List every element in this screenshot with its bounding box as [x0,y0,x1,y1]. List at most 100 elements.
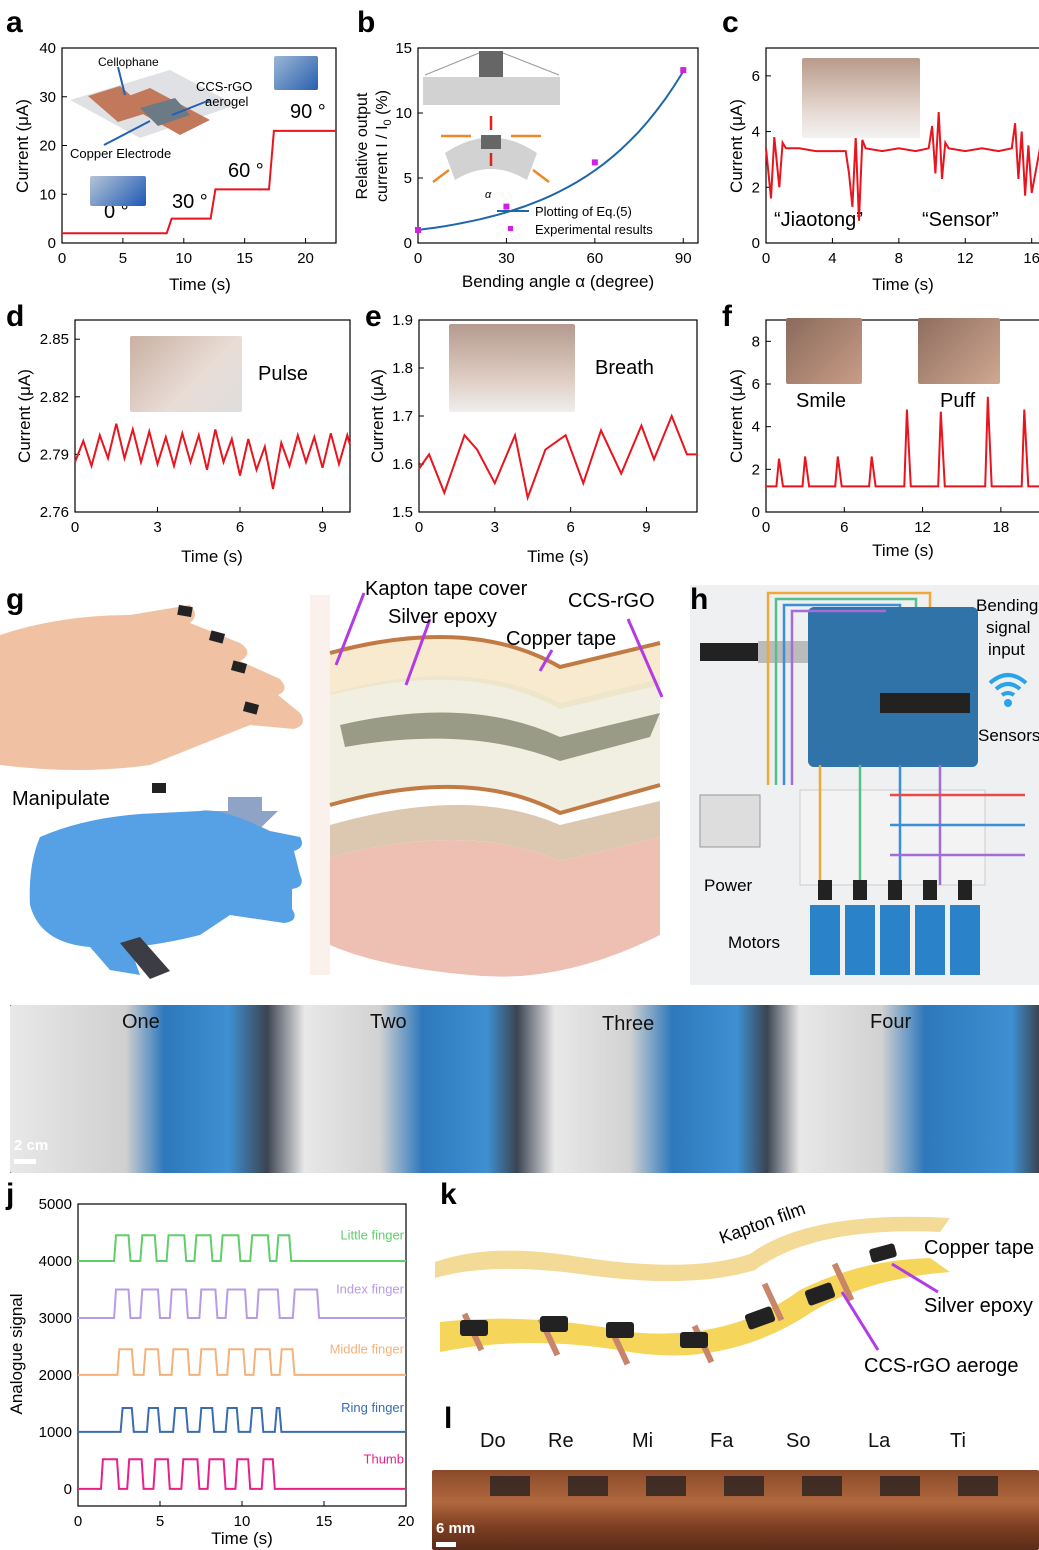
equation-curve [417,70,685,231]
x-axis-label: Time (s) [169,275,231,294]
inset-cellophane: Cellophane [98,55,159,69]
gesture-label-one: One [122,1011,160,1033]
panel-label-g: g [6,583,25,616]
y-tick-label: 1.8 [392,360,413,377]
finger-trace [78,1234,406,1262]
finger-trace [78,1458,406,1490]
panel-l: l Do Re Mi Fa So La Ti 6 mm [430,1402,1039,1550]
y-tick-label: 6 [752,68,760,85]
x-tick-label: 10 [175,250,192,267]
pulse-trace [74,423,351,490]
kapton-film-bottom [440,1258,950,1356]
y-tick-label: 2 [752,461,760,478]
y-tick-label: 6 [752,376,760,393]
panel-label-d: d [6,300,25,333]
finger-label: Thumb [364,1451,404,1466]
x-tick-label: 15 [316,1513,333,1530]
breadboard [799,789,986,886]
aerogel-block [606,1322,634,1338]
note-mi: Mi [632,1430,654,1452]
label-ccs-aerogel: CCS-rGO aeroge [864,1355,1019,1377]
power-supply [699,794,761,848]
y-tick-label: 4 [752,124,760,141]
y-tick-label: 8 [752,333,760,350]
x-axis-label: Time (s) [181,547,243,566]
layer-stack [329,634,661,977]
copper-tape-strip [761,1282,785,1322]
key-sensor-row [490,1476,1020,1496]
y-tick-label: 0 [752,235,760,252]
x-tick-label: 18 [993,519,1010,536]
panel-c: c “Jiaotong” “Sensor” Time (s) Current (… [710,0,1039,300]
label-power: Power [704,876,753,895]
plot-frame [417,47,699,244]
scale-bar [436,1542,456,1547]
angle-90: 90 ° [290,101,326,123]
finger-label: Little finger [340,1227,404,1242]
sensor-chip [230,660,248,674]
x-tick-label: 12 [914,519,931,536]
panel-g: g Manipulate Kapton tape cover Silver ep… [0,575,690,1000]
x-axis-label: Bending angle α (degree) [462,272,654,291]
note-fa: Fa [710,1430,734,1452]
note-la: La [868,1430,891,1452]
y-tick-label: 2.82 [40,389,69,406]
y-tick-label: 2.76 [40,504,69,521]
note-breath: Breath [595,357,654,379]
label-manipulate: Manipulate [12,788,110,810]
photo-90deg [274,56,318,90]
x-tick-label: 30 [498,250,515,267]
x-tick-label: 3 [153,519,161,536]
panel-label-e: e [365,300,382,333]
photo-gesture-three [517,1005,767,1173]
x-tick-label: 0 [762,250,770,267]
down-arrow-icon [212,797,278,843]
x-tick-label: 12 [957,250,974,267]
photo-face-puff [918,318,1000,384]
pointer-ccs [626,618,664,698]
panel-h: h [690,583,1039,985]
x-tick-label: 4 [828,250,836,267]
x-axis-label: Time (s) [872,541,934,560]
x-tick-label: 0 [58,250,66,267]
bending-schematic [423,51,560,183]
finger-label: Ring finger [341,1400,405,1415]
photo-wrist-sensor [130,336,242,412]
arduino-board [808,607,978,767]
copper-tape-strip [831,1262,855,1302]
panel-label-c: c [722,6,739,39]
face-trace [766,396,1039,488]
y-tick-label: 0 [48,235,56,252]
aerogel-block [680,1332,708,1348]
circuit-h: Bending signal input Sensors Power Motor… [699,591,1039,975]
x-tick-label: 16 [1023,250,1039,267]
pointer-ccs [840,1291,880,1351]
x-tick-label: 0 [71,519,79,536]
plot-frame [765,319,1039,513]
label-input: input [988,640,1025,659]
photo-gesture-two [267,1005,517,1173]
panel-label-j: j [6,1178,15,1211]
y-tick-label: 1000 [39,1424,72,1441]
chart-a: Cellophane CCS-rGO aerogel Copper Electr… [13,40,337,294]
photo-neck-sensor [802,58,920,138]
sensor-chip [242,701,260,715]
note-re: Re [548,1430,574,1452]
label-ccs-rgo: CCS-rGO [568,590,655,612]
current-trace [62,129,336,235]
aerogel-block [804,1282,836,1306]
label-signal: signal [986,618,1030,637]
y-tick-label: 4000 [39,1253,72,1270]
y-axis-label: Current (μA) [15,369,34,463]
device-inset [70,66,236,146]
plot-frame [765,47,1039,244]
label-bending: Bending [976,596,1038,615]
y-tick-label: 15 [395,40,412,57]
x-tick-label: 6 [566,519,574,536]
x-tick-label: 0 [74,1513,82,1530]
finger-trace [78,1407,406,1433]
inset-copper-electrode: Copper Electrode [70,146,171,161]
y-tick-label: 40 [39,40,56,57]
panel-label-h: h [690,583,709,616]
gesture-label-three: Three [602,1013,655,1035]
